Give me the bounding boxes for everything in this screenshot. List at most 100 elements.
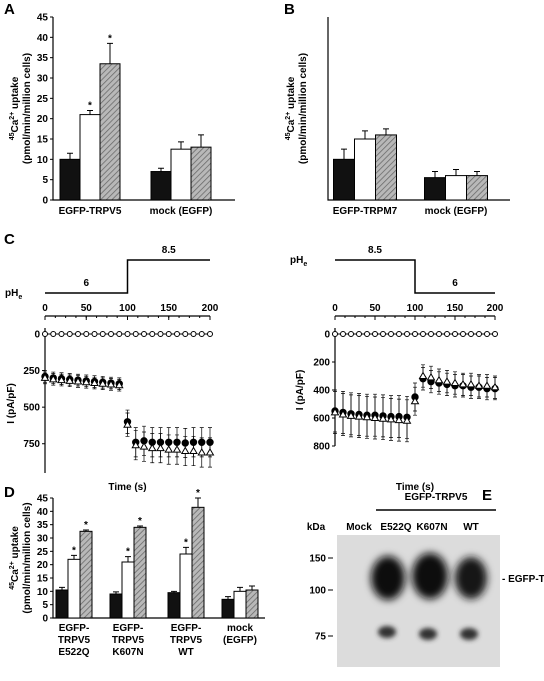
marker bbox=[354, 412, 364, 420]
y-tick-label: 250 bbox=[23, 366, 40, 377]
ph-label-main: pH bbox=[5, 288, 18, 299]
x-tick-label: 100 bbox=[407, 303, 424, 314]
bar bbox=[424, 177, 446, 201]
y-tick-label: 750 bbox=[23, 439, 40, 450]
y-tick-label: 200 bbox=[313, 358, 330, 369]
marker bbox=[132, 331, 139, 337]
y-tick-label: 30 bbox=[37, 74, 49, 85]
y-tick-label: 0 bbox=[34, 330, 40, 341]
bar bbox=[59, 158, 81, 201]
significance-mark: * bbox=[126, 547, 130, 558]
panel-label: B bbox=[284, 1, 295, 18]
marker bbox=[330, 407, 340, 416]
y-label-rest: uptake bbox=[286, 76, 297, 111]
y-label-mass: 45 bbox=[9, 132, 16, 140]
error-bar bbox=[237, 586, 243, 592]
marker bbox=[48, 374, 58, 383]
x-tick-label: 50 bbox=[81, 303, 93, 314]
y-label-charge: 2+ bbox=[285, 112, 292, 120]
marker bbox=[396, 331, 402, 337]
marker bbox=[404, 331, 410, 337]
y-tick-label: 0 bbox=[42, 196, 48, 207]
marker bbox=[458, 379, 468, 388]
marker bbox=[356, 331, 362, 337]
marker bbox=[156, 443, 165, 452]
marker bbox=[81, 377, 91, 386]
error-bar bbox=[125, 556, 131, 562]
y-label-charge: 2+ bbox=[9, 112, 16, 120]
bar bbox=[167, 592, 181, 619]
y-tick-label: 15 bbox=[37, 574, 49, 585]
y-tick-label: 5 bbox=[42, 175, 48, 186]
marker bbox=[42, 331, 48, 337]
bar bbox=[191, 506, 205, 619]
ph-value-label: 6 bbox=[452, 278, 458, 289]
ph-label-sub: e bbox=[303, 261, 307, 268]
y-label-ion: Ca bbox=[10, 119, 21, 132]
y-tick-label: 800 bbox=[313, 442, 330, 453]
marker bbox=[482, 381, 492, 389]
marker bbox=[149, 331, 156, 337]
band-label: - EGFP-TRPV5 bbox=[502, 574, 544, 585]
ph-trace bbox=[45, 259, 210, 294]
marker bbox=[65, 376, 75, 384]
marker bbox=[466, 379, 476, 388]
error-bar bbox=[341, 148, 347, 160]
x-tick-label: mock (EGFP) bbox=[150, 206, 213, 217]
blot-membrane bbox=[337, 535, 500, 667]
bar bbox=[99, 63, 121, 201]
ph-label: pHe bbox=[5, 288, 22, 301]
y-tick-label: 10 bbox=[37, 587, 49, 598]
lane-label: K607N bbox=[416, 522, 447, 533]
significance-mark: * bbox=[108, 33, 112, 44]
y-axis-label: I (pA/pF) bbox=[6, 383, 17, 424]
panel-label: C bbox=[4, 231, 15, 248]
significance-mark: * bbox=[138, 516, 142, 527]
marker bbox=[124, 331, 131, 337]
bar bbox=[354, 138, 376, 201]
error-bar bbox=[383, 128, 389, 135]
y-axis-label: 45Ca2+ uptake bbox=[9, 76, 21, 140]
error-bar bbox=[453, 169, 459, 176]
marker bbox=[91, 331, 98, 337]
marker bbox=[436, 331, 442, 337]
marker bbox=[442, 377, 452, 385]
marker bbox=[364, 331, 370, 337]
marker bbox=[444, 331, 450, 337]
bar bbox=[55, 589, 69, 619]
x-tick-label: EGFP-TRPV5 WT bbox=[170, 623, 203, 658]
marker bbox=[348, 331, 354, 337]
marker bbox=[452, 331, 458, 337]
marker bbox=[66, 331, 73, 337]
error-bar bbox=[67, 152, 73, 160]
y-tick-label: 0 bbox=[42, 614, 48, 625]
x-axis-label: Time (s) bbox=[396, 482, 434, 493]
x-tick-label: 150 bbox=[160, 303, 177, 314]
bar bbox=[79, 530, 93, 619]
y-tick-label: 20 bbox=[37, 114, 49, 125]
marker bbox=[332, 331, 338, 337]
error-bar bbox=[362, 130, 368, 139]
marker bbox=[197, 448, 207, 456]
y-tick-label: 45 bbox=[37, 494, 49, 505]
error-bar bbox=[158, 167, 164, 172]
error-bar bbox=[474, 171, 480, 176]
bar bbox=[375, 134, 397, 201]
y-tick-label: 0 bbox=[324, 330, 330, 341]
marker bbox=[338, 410, 348, 418]
marker bbox=[362, 412, 372, 421]
marker bbox=[340, 331, 346, 337]
x-tick-label: mock (EGFP) bbox=[223, 623, 257, 646]
x-tick-label: 200 bbox=[487, 303, 504, 314]
bar bbox=[333, 158, 355, 201]
marker bbox=[380, 331, 386, 337]
significance-mark: * bbox=[196, 488, 200, 499]
marker bbox=[412, 331, 418, 337]
y-tick-label: 400 bbox=[313, 386, 330, 397]
x-axis-label: Time (s) bbox=[108, 482, 146, 493]
bar bbox=[67, 558, 81, 619]
x-tick-label: 200 bbox=[202, 303, 219, 314]
marker bbox=[476, 331, 482, 337]
y-axis-label: 45Ca2+ uptake bbox=[285, 76, 297, 140]
y-label-ion: Ca bbox=[286, 119, 297, 132]
